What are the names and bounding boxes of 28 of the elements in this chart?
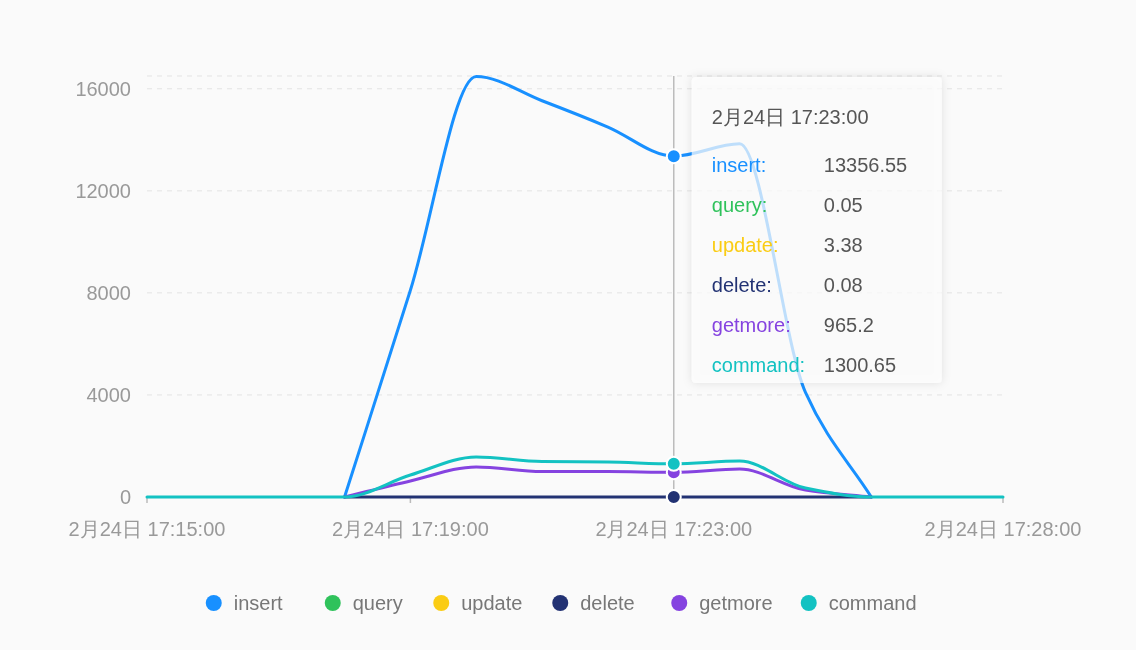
legend-label: insert	[233, 592, 284, 614]
x-tick-label: 2月24日 17:15:00	[68, 518, 226, 540]
annotation: 0.05	[823, 194, 863, 216]
annotation: insert:	[711, 154, 767, 176]
annotation: 13356.55	[823, 154, 908, 176]
annotation: 0.08	[823, 274, 863, 296]
annotation: command:	[711, 354, 806, 376]
legend-label: command	[828, 592, 917, 614]
legend-label: update	[461, 592, 523, 614]
x-tick-label: 2月24日 17:23:00	[595, 518, 753, 540]
annotation: update:	[711, 234, 779, 256]
legend-label: query	[352, 592, 403, 614]
legend-label: getmore	[699, 592, 773, 614]
annotation: 3.38	[823, 234, 863, 256]
x-tick-label: 2月24日 17:19:00	[331, 518, 489, 540]
annotation: 965.2	[823, 314, 874, 336]
y-tick-label: 0	[119, 486, 131, 508]
y-tick-label: 8000	[86, 281, 131, 304]
x-tick-label: 2月24日 17:28:00	[924, 518, 1082, 540]
y-tick-label: 4000	[86, 383, 131, 406]
y-tick-label: 12000	[75, 179, 131, 202]
annotation: delete:	[711, 274, 772, 296]
annotation: getmore:	[711, 314, 791, 336]
annotation: query:	[711, 194, 768, 216]
annotation: 1300.65	[823, 354, 897, 376]
legend-label: delete	[580, 592, 635, 614]
y-tick-label: 16000	[75, 77, 131, 100]
annotation: 2月24日 17:23:00	[711, 106, 869, 128]
